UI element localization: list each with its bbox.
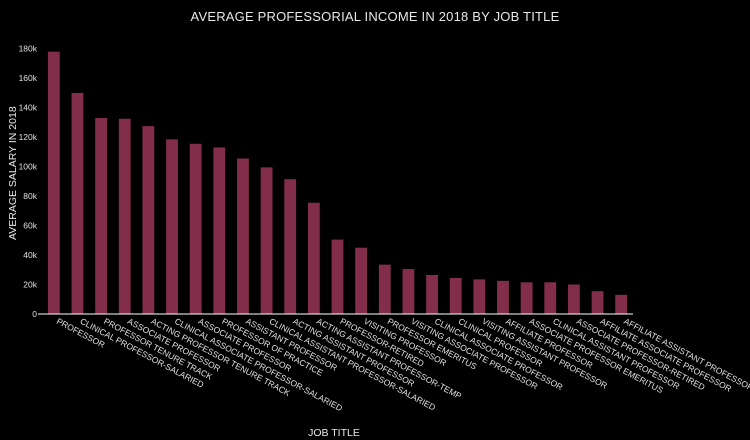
bar xyxy=(260,167,273,314)
bar xyxy=(71,92,84,315)
y-axis-label: AVERAGE SALARY IN 2018 xyxy=(7,106,19,240)
bar xyxy=(142,126,155,315)
bar xyxy=(402,269,415,314)
y-tick-label: 140k xyxy=(19,103,38,113)
bar xyxy=(284,179,297,314)
y-tick-label: 120k xyxy=(19,132,38,142)
bar xyxy=(544,282,557,314)
y-axis: 0 20k 40k 60k 80k 100k 120k 140k 160k 180k xyxy=(19,44,38,319)
bar xyxy=(449,277,462,314)
y-tick-label: 60k xyxy=(23,221,37,231)
y-tick-label: 80k xyxy=(23,191,37,201)
bar xyxy=(473,279,486,314)
bar xyxy=(118,118,131,314)
bar xyxy=(166,139,178,314)
bar xyxy=(331,239,344,314)
bar xyxy=(213,147,226,314)
bar xyxy=(47,51,60,315)
bar xyxy=(591,291,604,314)
bar xyxy=(355,247,368,314)
bar xyxy=(378,264,391,314)
bar xyxy=(615,294,628,314)
y-tick-label: 40k xyxy=(23,250,37,260)
y-tick-label: 180k xyxy=(19,44,38,54)
bar xyxy=(520,282,533,314)
y-tick-label: 0 xyxy=(32,309,37,319)
bar xyxy=(426,274,438,314)
bars xyxy=(47,51,628,315)
bar xyxy=(95,118,108,314)
bar xyxy=(189,143,202,314)
bar xyxy=(497,280,509,314)
y-tick-label: 160k xyxy=(19,73,38,83)
bar xyxy=(307,202,320,314)
y-tick-label: 100k xyxy=(19,162,38,172)
x-axis-label: JOB TITLE xyxy=(308,427,360,439)
chart-title: AVERAGE PROFESSORIAL INCOME IN 2018 BY J… xyxy=(190,9,560,24)
bar xyxy=(567,284,580,314)
y-tick-label: 20k xyxy=(23,280,37,290)
bar xyxy=(237,158,249,314)
